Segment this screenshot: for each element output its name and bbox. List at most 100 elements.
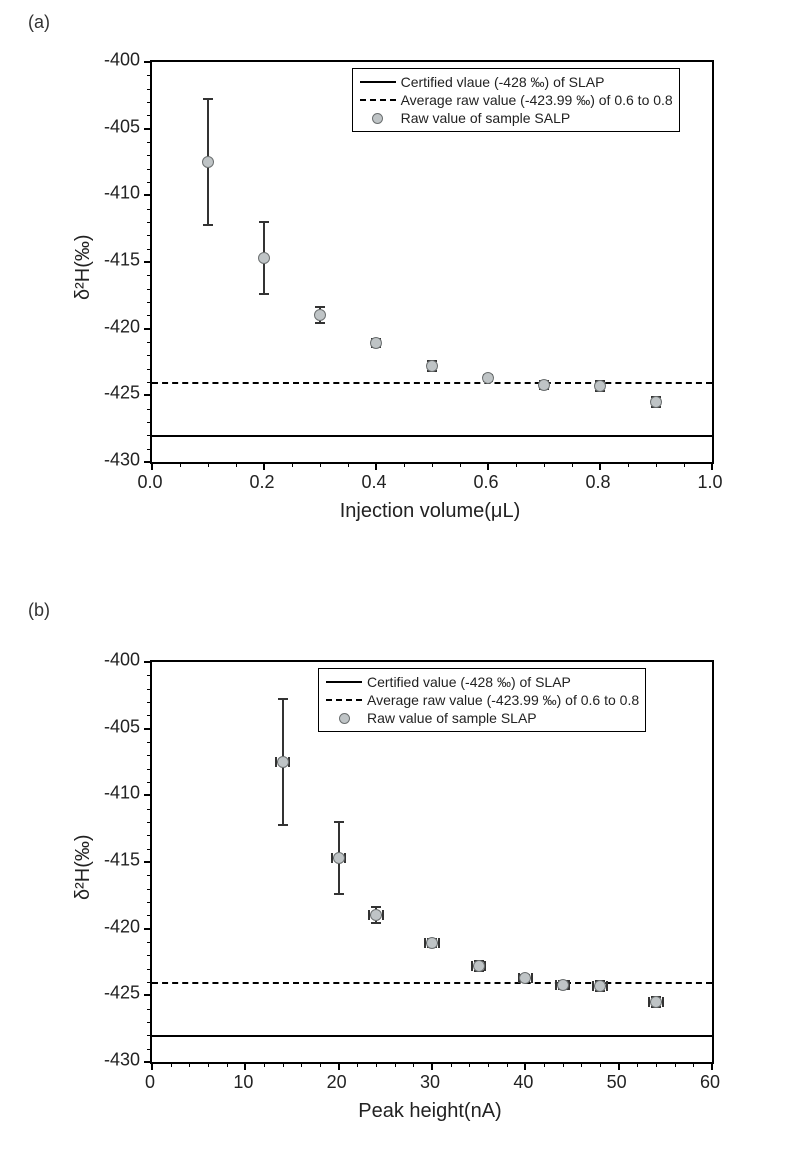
y-minor-tick [147, 235, 152, 236]
errorbar-cap [371, 906, 381, 908]
y-tick [144, 128, 152, 130]
x-tick [151, 1062, 153, 1070]
data-point [557, 979, 569, 991]
x-minor-tick [693, 1062, 694, 1067]
y-tick-label: -405 [92, 116, 140, 137]
y-minor-tick [147, 849, 152, 850]
avg-raw-line [152, 382, 712, 384]
y-tick-label: -415 [92, 850, 140, 871]
x-minor-tick [357, 1062, 358, 1067]
errorbar-cap [203, 224, 213, 226]
y-minor-tick [147, 769, 152, 770]
legend-symbol [325, 713, 363, 724]
y-tick-label: -430 [92, 1050, 140, 1071]
y-tick [144, 261, 152, 263]
y-minor-tick [147, 675, 152, 676]
data-point [594, 980, 606, 992]
errorbar-cap [278, 698, 288, 700]
x-minor-tick [507, 1062, 508, 1067]
y-minor-tick [147, 169, 152, 170]
y-minor-tick [147, 89, 152, 90]
y-tick-label: -400 [92, 50, 140, 71]
y-tick-label: -425 [92, 383, 140, 404]
data-point [650, 396, 662, 408]
x-minor-tick [404, 462, 405, 467]
x-tick-label: 0.8 [585, 472, 610, 493]
y-minor-tick [147, 809, 152, 810]
x-tick-label: 50 [607, 1072, 627, 1093]
x-tick [263, 462, 265, 470]
data-point [370, 337, 382, 349]
y-tick-label: -420 [92, 316, 140, 337]
x-tick [338, 1062, 340, 1070]
x-tick-label: 1.0 [697, 472, 722, 493]
panel-a-label: (a) [28, 12, 50, 33]
x-tick [244, 1062, 246, 1070]
y-tick [144, 461, 152, 463]
x-minor-tick [292, 462, 293, 467]
x-minor-tick [376, 1062, 377, 1067]
errorbar-cap [259, 293, 269, 295]
x-minor-tick [544, 462, 545, 467]
x-minor-tick [488, 1062, 489, 1067]
x-minor-tick [656, 1062, 657, 1067]
x-minor-tick [180, 462, 181, 467]
legend-symbol [359, 99, 397, 101]
avg-raw-line [152, 982, 712, 984]
x-tick [711, 462, 713, 470]
y-tick [144, 328, 152, 330]
legend-label: Raw value of sample SALP [401, 110, 571, 126]
y-minor-tick [147, 1049, 152, 1050]
data-point [333, 852, 345, 864]
x-tick-label: 60 [700, 1072, 720, 1093]
y-minor-tick [147, 222, 152, 223]
errorbar-cap [203, 98, 213, 100]
legend-symbol [325, 681, 363, 683]
legend-label: Certified vlaue (-428 ‰) of SLAP [401, 74, 605, 90]
y-minor-tick [147, 875, 152, 876]
y-minor-tick [147, 902, 152, 903]
y-axis-label: δ²H(‰) [72, 234, 95, 300]
x-tick-label: 0.2 [249, 472, 274, 493]
x-minor-tick [460, 462, 461, 467]
x-minor-tick [171, 1062, 172, 1067]
y-minor-tick [147, 289, 152, 290]
x-minor-tick [581, 1062, 582, 1067]
errorbar-cap [278, 824, 288, 826]
y-tick-label: -415 [92, 250, 140, 271]
y-minor-tick [147, 742, 152, 743]
data-point [202, 156, 214, 168]
x-minor-tick [413, 1062, 414, 1067]
y-minor-tick [147, 715, 152, 716]
x-minor-tick [516, 462, 517, 467]
legend-item: Raw value of sample SALP [359, 109, 673, 127]
x-minor-tick [301, 1062, 302, 1067]
x-tick-label: 0.0 [137, 472, 162, 493]
y-minor-tick [147, 969, 152, 970]
y-minor-tick [147, 102, 152, 103]
y-minor-tick [147, 209, 152, 210]
panel-b-label: (b) [28, 600, 50, 621]
x-minor-tick [189, 1062, 190, 1067]
certified-line [152, 1035, 712, 1037]
x-minor-tick [637, 1062, 638, 1067]
y-minor-tick [147, 142, 152, 143]
x-minor-tick [544, 1062, 545, 1067]
data-point [650, 996, 662, 1008]
y-tick [144, 661, 152, 663]
y-tick-label: -420 [92, 916, 140, 937]
x-minor-tick [451, 1062, 452, 1067]
x-axis-label: Injection volume(μL) [340, 500, 521, 523]
y-minor-tick [147, 369, 152, 370]
x-minor-tick [675, 1062, 676, 1067]
y-tick-label: -410 [92, 183, 140, 204]
x-minor-tick [469, 1062, 470, 1067]
legend-symbol [359, 113, 397, 124]
data-point [370, 909, 382, 921]
x-minor-tick [395, 1062, 396, 1067]
errorbar-cap [334, 893, 344, 895]
y-minor-tick [147, 449, 152, 450]
y-axis-label: δ²H(‰) [72, 834, 95, 900]
x-minor-tick [628, 462, 629, 467]
y-minor-tick [147, 755, 152, 756]
